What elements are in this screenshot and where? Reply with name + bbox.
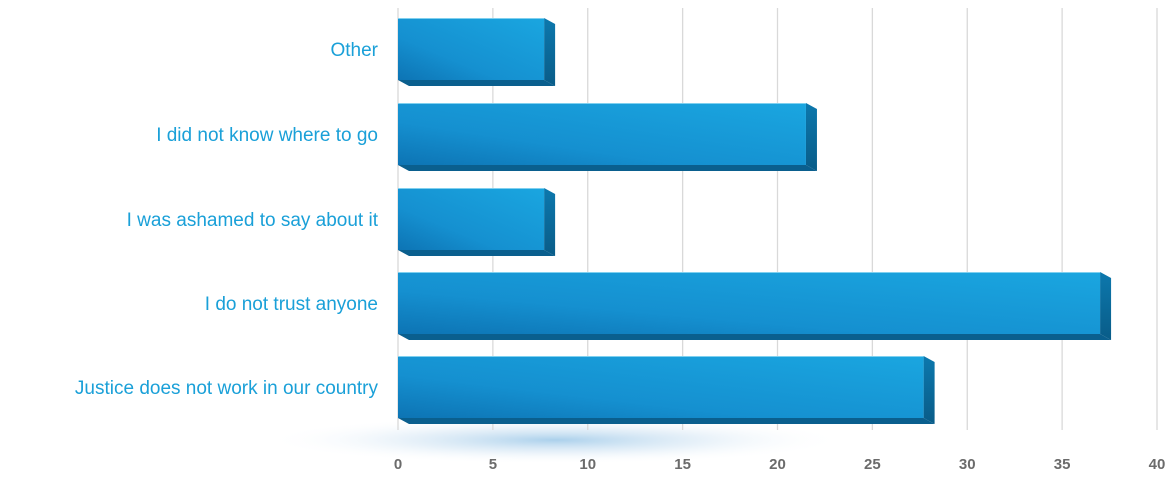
- category-label: Justice does not work in our country: [75, 378, 379, 399]
- x-tick-label: 15: [674, 456, 691, 473]
- x-tick-label: 20: [769, 456, 786, 473]
- bars: [398, 18, 1112, 424]
- bar-front: [398, 272, 1101, 334]
- bar: [398, 18, 556, 86]
- category-labels: Other I did not know where to go I was ash…: [75, 40, 379, 399]
- floor-shadow: [265, 416, 845, 464]
- x-axis-ticks: 0 5 10 15 20 25 30 35 40: [394, 456, 1166, 473]
- bar-bottom: [398, 165, 817, 171]
- bar: [398, 103, 817, 171]
- x-tick-label: 5: [489, 456, 497, 473]
- bar: [398, 188, 556, 256]
- bar-front: [398, 356, 924, 418]
- x-tick-label: 0: [394, 456, 402, 473]
- bar-side: [544, 18, 556, 86]
- x-tick-label: 30: [959, 456, 976, 473]
- bar-side: [923, 356, 935, 424]
- bar-bottom: [398, 334, 1112, 340]
- bar-front: [398, 188, 545, 250]
- bar-bottom: [398, 250, 556, 256]
- bar-bottom: [398, 80, 556, 86]
- x-tick-label: 35: [1054, 456, 1071, 473]
- category-label: I did not know where to go: [156, 125, 378, 146]
- bar-side: [544, 188, 556, 256]
- bar: [398, 356, 935, 424]
- bar-front: [398, 103, 806, 165]
- category-label: Other: [330, 40, 378, 61]
- category-label: I do not trust anyone: [205, 294, 378, 315]
- bar: [398, 272, 1112, 340]
- x-tick-label: 10: [579, 456, 596, 473]
- category-label: I was ashamed to say about it: [127, 210, 379, 231]
- bar-side: [1100, 272, 1112, 340]
- bar-side: [805, 103, 817, 171]
- bar-front: [398, 18, 545, 80]
- bar-bottom: [398, 418, 935, 424]
- x-tick-label: 25: [864, 456, 881, 473]
- x-tick-label: 40: [1149, 456, 1166, 473]
